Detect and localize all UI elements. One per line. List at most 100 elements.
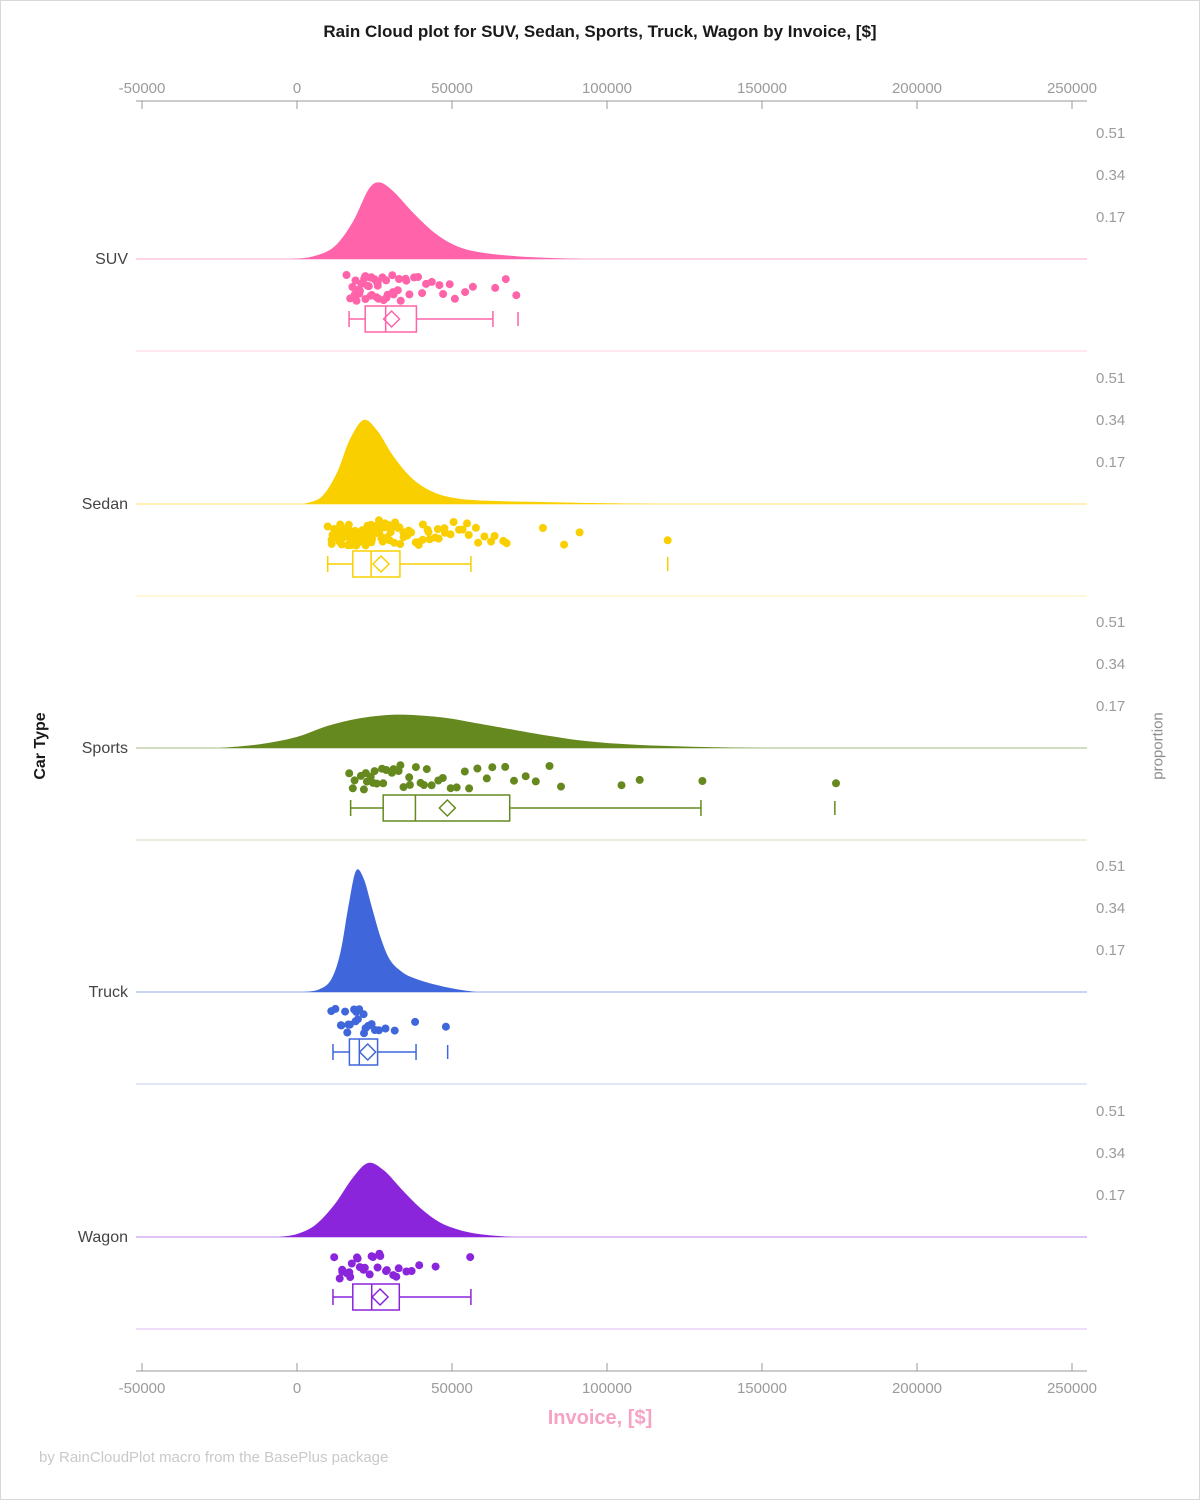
rain-point bbox=[463, 519, 471, 528]
x-tick-label: 150000 bbox=[737, 80, 787, 97]
rain-point bbox=[405, 290, 414, 299]
proportion-tick-label: 0.51 bbox=[1096, 370, 1125, 387]
rain-point bbox=[422, 765, 431, 774]
proportion-tick-label: 0.51 bbox=[1096, 614, 1125, 631]
series-wagon: Wagon 0.51 0.34 0.17 bbox=[78, 1103, 1125, 1330]
rain-point bbox=[441, 1022, 450, 1031]
rain-point bbox=[399, 783, 408, 792]
rain-point bbox=[663, 536, 672, 545]
rain-point bbox=[372, 779, 381, 788]
category-label: Wagon bbox=[78, 1229, 128, 1246]
series-sports: Sports 0.51 0.34 0.17 bbox=[82, 614, 1125, 841]
density-curve bbox=[219, 714, 762, 748]
category-label: Sedan bbox=[82, 496, 128, 513]
rain-point bbox=[480, 532, 489, 541]
rain-point bbox=[390, 1026, 399, 1035]
proportion-tick-label: 0.34 bbox=[1096, 167, 1125, 184]
rain-point bbox=[418, 520, 427, 529]
rain-point bbox=[474, 538, 483, 547]
footer-note: by RainCloudPlot macro from the BasePlus… bbox=[39, 1449, 389, 1466]
x-tick-label: 50000 bbox=[431, 1380, 473, 1397]
density-curve bbox=[278, 1162, 514, 1237]
rain-point bbox=[832, 779, 840, 788]
rain-point bbox=[414, 273, 422, 281]
rain-point bbox=[698, 777, 707, 785]
rain-point bbox=[348, 784, 357, 793]
rain-point bbox=[431, 1262, 440, 1271]
x-tick-label: 100000 bbox=[582, 1380, 632, 1397]
rain-point bbox=[364, 282, 373, 291]
rain-point bbox=[370, 767, 379, 776]
rain-point bbox=[396, 540, 405, 548]
rain-point bbox=[458, 525, 467, 534]
category-label: Truck bbox=[89, 984, 129, 1001]
rain-point bbox=[367, 1020, 376, 1029]
rain-point bbox=[407, 1267, 416, 1275]
proportion-tick-label: 0.51 bbox=[1096, 1103, 1125, 1120]
box-iqr bbox=[352, 550, 401, 578]
x-tick-label: -50000 bbox=[119, 1380, 166, 1397]
rain-point bbox=[446, 530, 455, 539]
rain-point bbox=[411, 1017, 420, 1026]
proportion-tick-label: 0.17 bbox=[1096, 209, 1125, 226]
rain-point bbox=[438, 774, 447, 782]
rain-point bbox=[465, 784, 474, 793]
rain-point bbox=[352, 296, 361, 305]
x-tick-label: 100000 bbox=[582, 80, 632, 97]
proportion-tick-label: 0.17 bbox=[1096, 1187, 1125, 1204]
rain-point bbox=[343, 1028, 352, 1037]
box-plot bbox=[326, 550, 669, 578]
right-axis-title: proportion bbox=[1149, 712, 1167, 780]
rain-point bbox=[323, 522, 332, 531]
rain-point bbox=[545, 762, 554, 770]
rain-point bbox=[461, 288, 470, 297]
rain-point bbox=[510, 776, 518, 785]
rain-point bbox=[393, 286, 402, 295]
category-label: SUV bbox=[95, 251, 128, 268]
rain-point bbox=[331, 1004, 340, 1013]
rain-point bbox=[482, 774, 491, 783]
rain-point bbox=[376, 1252, 385, 1260]
rain-point bbox=[531, 777, 540, 786]
rain-point bbox=[460, 767, 469, 776]
rain-point bbox=[346, 1273, 355, 1281]
rain-point bbox=[512, 291, 521, 300]
rain-point bbox=[388, 271, 397, 280]
rain-point bbox=[335, 1274, 344, 1283]
box-plot bbox=[349, 794, 836, 822]
density-curve bbox=[303, 419, 663, 504]
proportion-tick-label: 0.34 bbox=[1096, 412, 1125, 429]
rain-point bbox=[617, 781, 626, 790]
rain-point bbox=[396, 296, 405, 305]
series-sedan: Sedan 0.51 0.34 0.17 bbox=[82, 370, 1125, 597]
rain-point bbox=[418, 535, 427, 544]
density-curve bbox=[290, 182, 583, 259]
rain-points bbox=[330, 1249, 475, 1283]
rain-point bbox=[415, 1261, 424, 1270]
rain-points bbox=[323, 516, 672, 550]
mean-diamond bbox=[371, 554, 391, 574]
rain-point bbox=[330, 1253, 339, 1262]
rain-point bbox=[369, 1253, 377, 1261]
x-tick-label: 250000 bbox=[1047, 80, 1097, 97]
rain-point bbox=[373, 281, 382, 290]
rain-point bbox=[439, 290, 448, 298]
rain-point bbox=[427, 277, 436, 286]
rain-point bbox=[557, 782, 565, 791]
rain-point bbox=[521, 772, 530, 781]
rain-point bbox=[382, 1266, 391, 1275]
rain-point bbox=[379, 779, 388, 788]
mean-diamond bbox=[371, 1287, 390, 1307]
x-tick-label: 0 bbox=[293, 80, 301, 97]
proportion-tick-label: 0.34 bbox=[1096, 900, 1125, 917]
rain-point bbox=[341, 1007, 350, 1016]
rain-point bbox=[473, 764, 482, 773]
x-tick-label: 250000 bbox=[1047, 1380, 1097, 1397]
proportion-tick-label: 0.34 bbox=[1096, 1145, 1125, 1162]
rain-point bbox=[406, 528, 415, 537]
box-plot bbox=[332, 1038, 449, 1066]
rain-points bbox=[345, 761, 840, 794]
rain-point bbox=[449, 518, 458, 526]
box-iqr bbox=[352, 1283, 401, 1311]
series-truck: Truck 0.51 0.34 0.17 bbox=[89, 858, 1125, 1085]
